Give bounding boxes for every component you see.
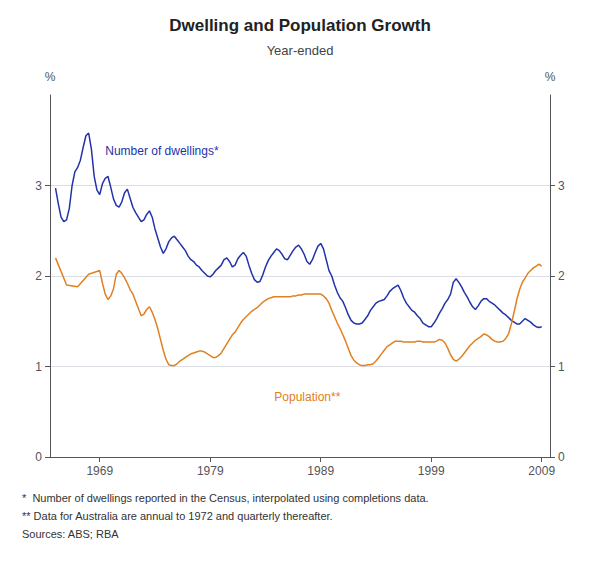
svg-text:0: 0 [35, 450, 42, 464]
svg-text:Year-ended: Year-ended [267, 43, 334, 58]
svg-text:Number of dwellings*: Number of dwellings* [105, 144, 219, 158]
svg-text:1999: 1999 [418, 464, 445, 478]
svg-text:0: 0 [558, 450, 565, 464]
svg-text:2: 2 [35, 269, 42, 283]
svg-text:1969: 1969 [86, 464, 113, 478]
svg-text:1: 1 [35, 360, 42, 374]
svg-text:3: 3 [558, 179, 565, 193]
svg-text:Population**: Population** [274, 390, 340, 404]
svg-text:%: % [45, 70, 56, 84]
svg-text:Sources: ABS; RBA: Sources: ABS; RBA [22, 528, 119, 540]
svg-text:3: 3 [35, 179, 42, 193]
svg-text:1: 1 [558, 360, 565, 374]
svg-text:1979: 1979 [197, 464, 224, 478]
svg-text:1989: 1989 [307, 464, 334, 478]
svg-text:2: 2 [558, 269, 565, 283]
svg-text:* Number of dwellings reporte: * Number of dwellings reported in the Ce… [22, 492, 429, 504]
svg-text:Dwelling and Population Growth: Dwelling and Population Growth [169, 16, 431, 35]
svg-text:%: % [545, 70, 556, 84]
svg-text:** Data for Australia are annu: ** Data for Australia are annual to 1972… [22, 510, 333, 522]
svg-text:2009: 2009 [528, 464, 555, 478]
